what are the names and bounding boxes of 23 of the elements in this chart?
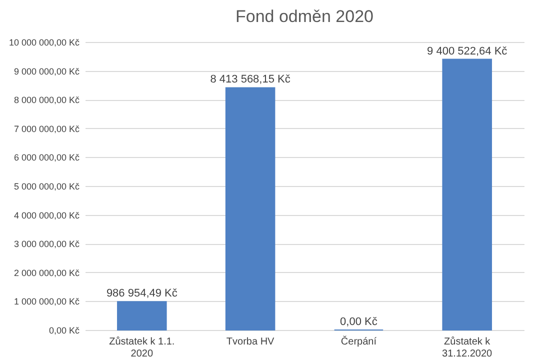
y-tick-label: 8 000 000,00 Kč	[14, 95, 80, 106]
y-tick-label: 6 000 000,00 Kč	[14, 152, 80, 163]
y-tick-label: 2 000 000,00 Kč	[14, 268, 80, 278]
chart-title: Fond odměn 2020	[236, 7, 374, 26]
y-tick-label: 7 000 000,00 Kč	[14, 124, 80, 134]
bar	[117, 301, 167, 330]
x-tick-label: Zůstatek k 31.12.2020	[442, 336, 493, 360]
y-tick-label: 10 000 000,00 Kč	[8, 38, 80, 48]
y-tick-label: 9 000 000,00 Kč	[14, 66, 80, 76]
x-tick-label: Tvorba HV	[226, 336, 275, 348]
x-tick-label: Zůstatek k 1.1. 2020	[109, 336, 175, 360]
data-label: 9 400 522,64 Kč	[427, 45, 508, 58]
y-tick-label: 3 000 000,00 Kč	[14, 239, 80, 250]
data-label: 986 954,49 Kč	[106, 288, 178, 300]
bar	[225, 87, 276, 330]
bar	[442, 58, 492, 330]
data-label: 8 413 568,15 Kč	[210, 74, 291, 86]
y-tick-label: 0,00 Kč	[48, 326, 80, 336]
data-label: 0,00 Kč	[340, 316, 378, 328]
y-tick-label: 4 000 000,00 Kč	[14, 210, 80, 220]
x-tick-label: Čerpání	[340, 336, 377, 348]
y-tick-label: 5 000 000,00 Kč	[14, 182, 80, 192]
y-tick-label: 1 000 000,00 Kč	[14, 296, 80, 307]
